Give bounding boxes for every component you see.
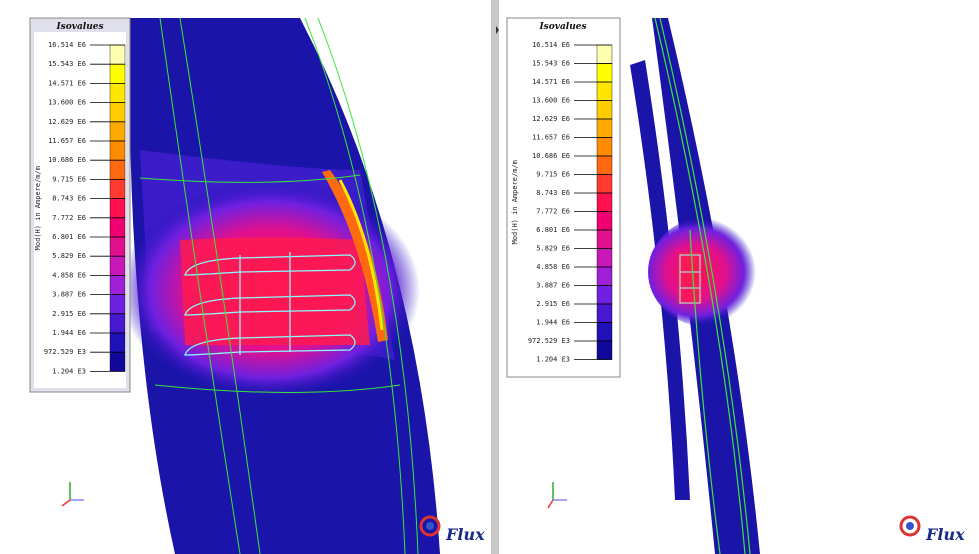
- color-swatch: [109, 179, 126, 199]
- logo-text: Flux: [925, 525, 965, 544]
- level-label: 1.204 E3: [52, 367, 86, 375]
- color-swatch: [596, 322, 613, 342]
- level-label: 1.204 E3: [536, 356, 570, 364]
- level-label: 4.858 E6: [52, 271, 86, 279]
- level-label: 13.600 E6: [48, 99, 86, 107]
- color-swatch: [596, 118, 613, 138]
- color-swatch: [109, 332, 126, 353]
- level-label: 14.571 E6: [532, 78, 570, 86]
- level-label: 4.858 E6: [536, 263, 570, 271]
- level-label: 13.600 E6: [532, 97, 570, 105]
- color-swatch: [109, 83, 126, 103]
- color-swatch: [596, 303, 613, 323]
- isovalue-legend: Isovalues Mod(H) in Ampere/m/m 16.514 E6 15…: [506, 17, 621, 378]
- level-label: 7.772 E6: [536, 208, 570, 216]
- level-label: 16.514 E6: [532, 41, 570, 49]
- level-label: 2.915 E6: [536, 300, 570, 308]
- color-swatch: [596, 100, 613, 120]
- level-label: 3.887 E6: [536, 282, 570, 290]
- color-swatch: [596, 340, 613, 360]
- logo-text: Flux: [445, 525, 485, 544]
- color-swatch: [109, 121, 126, 142]
- color-swatch: [596, 285, 613, 305]
- level-label: 16.514 E6: [48, 41, 86, 49]
- color-swatch: [109, 198, 126, 219]
- isovalue-legend: Isovalues Mod(H) in Ampere/m/m 16.514 E6 15…: [29, 17, 131, 393]
- level-label: 7.772 E6: [52, 214, 86, 222]
- level-label: 5.829 E6: [52, 252, 86, 260]
- color-swatch: [109, 217, 126, 238]
- level-label: 6.801 E6: [52, 233, 86, 241]
- level-label: 9.715 E6: [52, 175, 86, 183]
- color-swatch: [109, 236, 126, 257]
- level-label: 2.915 E6: [52, 310, 86, 318]
- color-swatch: [109, 275, 126, 295]
- flux-logo: Flux: [899, 515, 965, 544]
- color-swatch: [109, 352, 126, 372]
- level-label: 3.887 E6: [52, 291, 86, 299]
- level-label: 10.686 E6: [532, 152, 570, 160]
- level-label: 6.801 E6: [536, 226, 570, 234]
- color-swatch: [109, 294, 126, 315]
- level-label: 9.715 E6: [536, 171, 570, 179]
- color-swatch: [109, 159, 126, 180]
- quantity-label: Mod(H) in Ampere/m/m: [511, 160, 519, 244]
- right-viewport: [547, 17, 768, 554]
- level-label: 15.543 E6: [532, 60, 570, 68]
- color-swatch: [596, 229, 613, 249]
- splitter[interactable]: [491, 0, 499, 554]
- color-swatch: [596, 81, 613, 101]
- color-swatch: [596, 63, 613, 83]
- color-swatch: [109, 140, 126, 161]
- level-label: 972.529 E3: [44, 348, 86, 356]
- level-label: 5.829 E6: [536, 245, 570, 253]
- level-label: 14.571 E6: [48, 79, 86, 87]
- level-label: 10.686 E6: [48, 156, 86, 164]
- color-swatch: [109, 256, 126, 276]
- level-label: 12.629 E6: [48, 118, 86, 126]
- quantity-label: Mod(H) in Ampere/m/m: [34, 166, 42, 250]
- left-viewport: [61, 17, 440, 554]
- legend-title: Isovalues: [55, 22, 103, 32]
- level-label: 11.657 E6: [48, 137, 86, 145]
- level-label: 15.543 E6: [48, 60, 86, 68]
- color-swatch: [596, 44, 613, 64]
- color-swatch: [109, 44, 126, 65]
- level-label: 8.743 E6: [536, 189, 570, 197]
- color-swatch: [109, 63, 126, 84]
- level-label: 1.944 E6: [52, 329, 86, 337]
- color-swatch: [596, 211, 613, 231]
- color-swatch: [596, 155, 613, 175]
- legend-title: Isovalues: [538, 22, 586, 32]
- color-swatch: [109, 102, 126, 122]
- color-swatch: [596, 137, 613, 157]
- level-label: 8.743 E6: [52, 195, 86, 203]
- color-swatch: [596, 248, 613, 268]
- level-label: 12.629 E6: [532, 115, 570, 123]
- level-label: 1.944 E6: [536, 319, 570, 327]
- color-swatch: [596, 266, 613, 286]
- color-swatch: [596, 192, 613, 212]
- color-swatch: [109, 313, 126, 334]
- flux-logo: Flux: [419, 515, 485, 544]
- level-label: 972.529 E3: [528, 337, 570, 345]
- color-swatch: [596, 174, 613, 194]
- level-label: 11.657 E6: [532, 134, 570, 142]
